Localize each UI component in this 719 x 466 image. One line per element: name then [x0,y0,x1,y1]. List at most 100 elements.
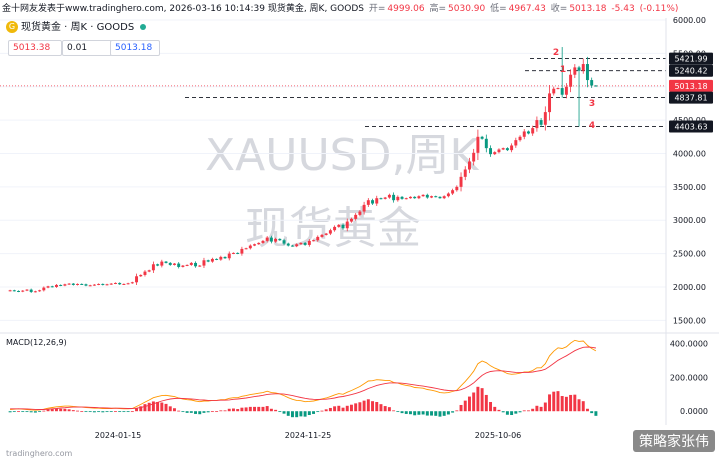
x-tick-label: 2024-01-15 [95,431,142,440]
macd-histogram-bar [244,407,248,412]
symbol-name[interactable]: 现货黄金 · 周K · GOODS [21,22,135,33]
candle-body [54,284,58,287]
candle-body [480,136,484,139]
candle-body [548,93,552,113]
macd-histogram-bar [198,411,202,415]
x-tick-label: 2024-11-25 [285,431,332,440]
candle-body [573,67,577,75]
author-brand: 策略家张伟 [633,430,715,452]
macd-histogram-bar [358,402,362,412]
macd-histogram-bar [463,400,467,412]
macd-histogram-bar [531,408,535,412]
macd-histogram-bar [215,411,219,413]
candle-body [227,253,231,259]
macd-histogram-bar [349,404,353,412]
macd-histogram-bar [33,411,37,413]
candle-body [564,86,568,95]
macd-histogram-bar [522,410,526,412]
macd-histogram-bar [501,411,505,413]
candle-body [518,136,522,141]
macd-histogram-bar [248,406,252,412]
candle-body [442,196,446,199]
candle-body [484,138,488,149]
candle-body [594,85,598,87]
wave-label: 1 [560,65,566,75]
macd-histogram-bar [493,406,497,412]
macd-histogram-bar [168,406,172,412]
candle-body [156,264,160,266]
buy-price-box[interactable]: 5013.18 [110,40,160,56]
candle-body [265,237,269,241]
candle-body [223,256,227,259]
candle-body [349,218,353,222]
macd-histogram-bar [455,410,459,412]
candle-body [417,196,421,199]
macd-histogram-bar [17,411,21,413]
high-label: 高= [429,4,447,14]
candle-body [501,148,505,150]
macd-histogram-bar [202,411,206,413]
high-value: 5030.90 [448,4,486,14]
macd-histogram-bar [413,411,417,416]
macd-histogram-bar [231,408,235,412]
macd-histogram-bar [113,411,117,413]
candle-body [366,200,370,205]
macd-histogram-bar [181,411,185,413]
macd-pane: 0.0000 200.0000 400.0000 [8,339,708,418]
candle-body [438,196,442,199]
macd-histogram-bar [569,394,573,412]
macd-histogram-bar [548,394,552,412]
candle-body [472,152,476,162]
candle-body [354,214,358,219]
candle-body [476,136,480,153]
macd-histogram-bar [387,407,391,412]
macd-histogram-bar [278,411,282,413]
candle-body [59,284,63,286]
candle-body [328,230,332,234]
macd-histogram-bar [29,411,33,413]
source-text: 金十网友发表于www.tradinghero.com, 2026-03-16 1… [2,4,364,14]
grid [0,19,666,321]
current-price-tag [669,79,713,92]
macd-histogram-bar [59,408,63,412]
macd-histogram-bar [366,399,370,412]
y-tick-label: 6000.00 [673,16,706,25]
macd-histogram-bar [46,409,50,412]
candle-body [307,240,311,245]
price-level-tag [669,52,713,65]
candle-body [29,289,33,292]
macd-histogram-bar [539,406,543,412]
candle-body [105,284,109,286]
candle-body [38,290,42,292]
macd-histogram-bar [573,394,577,412]
candle-body [434,196,438,198]
symbol-row[interactable]: G 现货黄金 · 周K · GOODS [6,20,147,36]
macd-histogram-bar [434,411,438,416]
macd-histogram-bar [265,406,269,412]
candle-body [84,284,88,286]
macd-histogram-bar [109,411,113,413]
macd-histogram-bar [156,401,160,412]
candle-body [80,283,84,285]
candle-body [543,112,547,125]
candle-body [451,190,455,194]
price-level-tag [669,120,713,133]
candle-body [172,263,176,265]
candle-body [295,244,299,247]
gold-icon: G [6,21,18,33]
macd-histogram-bar [312,411,316,414]
candle-body [531,128,535,134]
close-value: 5013.18 [569,4,607,14]
sell-price-box[interactable]: 5013.38 [8,40,62,56]
macd-histogram-bar [210,411,214,413]
macd-histogram-bar [442,411,446,416]
candle-body [590,80,594,86]
candle-body [101,283,105,285]
macd-histogram-bar [92,411,96,413]
candle-body [139,274,143,277]
candle-body [33,291,37,293]
open-label: 开= [368,4,386,14]
candle-body [177,263,181,267]
macd-indicator-label[interactable]: MACD(12,26,9) [6,338,67,347]
x-axis: 2024-01-15 2024-11-25 2025-10-06 [95,431,522,440]
